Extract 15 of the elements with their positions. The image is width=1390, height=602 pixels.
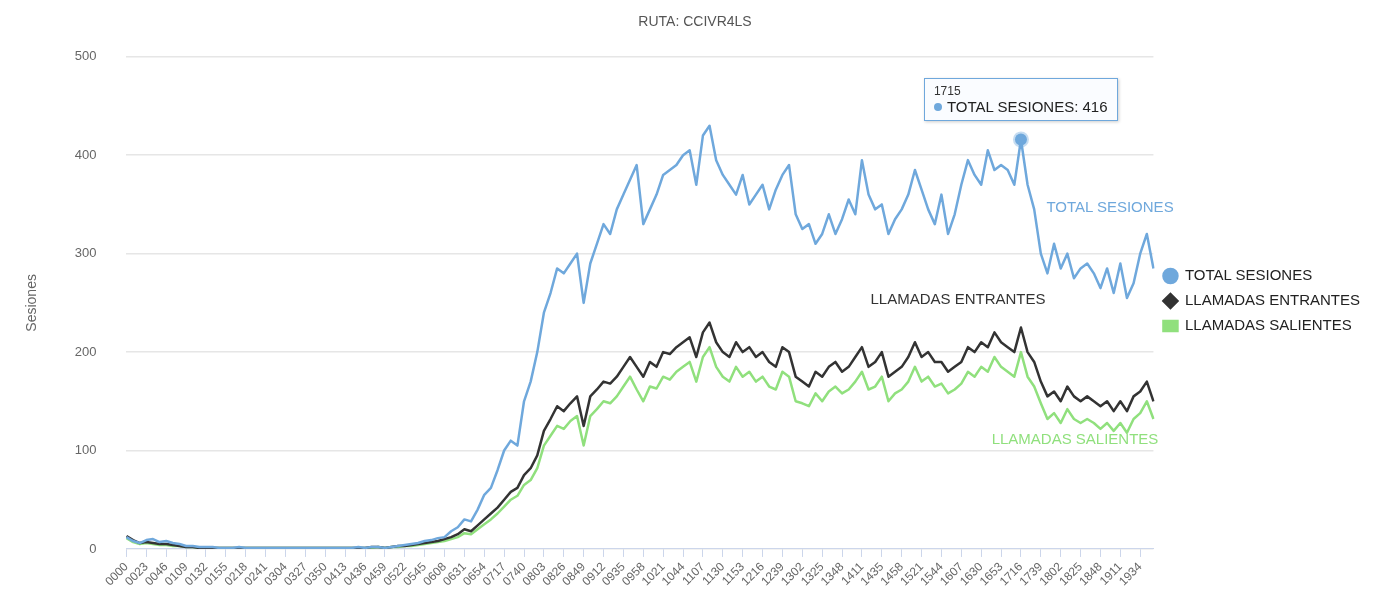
y-tick-label: 100: [74, 442, 97, 458]
legend-label: LLAMADAS ENTRANTES: [1184, 291, 1361, 309]
text: TOTAL SESIONES: [1046, 198, 1174, 216]
annotation: 1715 TOTAL SESIONES: 416: [933, 84, 1108, 116]
y-axis-title: Sesiones: [23, 274, 40, 332]
y-tick-label: 200: [74, 343, 97, 359]
legend-label: TOTAL SESIONES: [1184, 266, 1313, 284]
text: LLAMADAS SALIENTES: [991, 430, 1159, 448]
chart-title: RUTA: CCIVR4LS: [638, 13, 752, 30]
text: LLAMADAS ENTRANTES: [870, 290, 1046, 308]
y-tick-label: 300: [74, 245, 97, 261]
y-tick-label: 500: [74, 48, 97, 64]
legend-label: LLAMADAS SALIENTES: [1184, 316, 1352, 334]
y-tick-label: 0: [89, 540, 97, 556]
y-tick-label: 400: [74, 146, 97, 162]
